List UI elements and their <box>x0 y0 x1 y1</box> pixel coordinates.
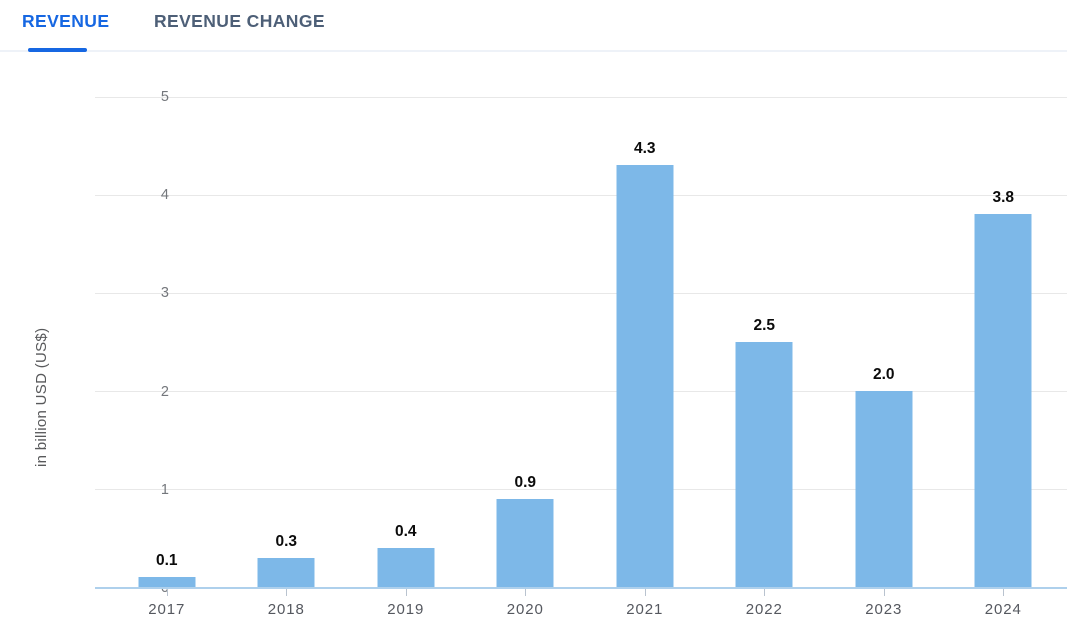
bar-2024[interactable] <box>974 213 1032 587</box>
bar-slot: 0.9 2020 <box>466 97 586 618</box>
y-axis-tick-label: 5 <box>160 89 169 105</box>
bar-value-label: 0.9 <box>514 473 537 491</box>
bar-slot: 0.3 2018 <box>227 97 347 618</box>
x-axis-label: 2017 <box>148 601 186 618</box>
gridline <box>95 489 1067 491</box>
bar-2021[interactable] <box>616 164 674 587</box>
y-axis-tick-label: 2 <box>160 383 169 400</box>
bar-2023[interactable] <box>855 390 913 587</box>
gridline <box>95 292 1067 294</box>
y-axis-tick-label: 4 <box>160 187 169 204</box>
bar-2017[interactable] <box>138 577 196 587</box>
y-axis-tick-label: 1 <box>160 481 169 498</box>
bar-slot: 3.8 2024 <box>944 97 1064 618</box>
bar-slot: 4.3 2021 <box>585 97 705 618</box>
x-axis-tick <box>644 589 646 596</box>
x-axis-tick <box>1003 589 1005 596</box>
bar-slot: 0.1 2017 <box>107 97 227 618</box>
bar-2019[interactable] <box>377 547 435 587</box>
tab-revenue-change[interactable]: REVENUE CHANGE <box>154 11 325 31</box>
bar-2018[interactable] <box>257 557 315 587</box>
bar-value-label: 2.0 <box>872 365 895 383</box>
x-axis-label: 2018 <box>267 601 305 618</box>
bar-slot: 2.5 2022 <box>705 97 825 618</box>
x-axis-label: 2019 <box>387 601 425 618</box>
bar-value-label: 0.4 <box>394 522 417 540</box>
active-tab-underline <box>28 48 87 52</box>
tab-divider <box>0 50 1067 52</box>
x-axis-label: 2021 <box>626 601 664 618</box>
bar-value-label: 4.3 <box>633 139 656 157</box>
x-axis-tick <box>286 589 288 596</box>
tab-revenue[interactable]: REVENUE <box>22 11 110 31</box>
x-axis-tick <box>166 589 168 596</box>
revenue-bar-chart: in billion USD (US$) 0123450.120170.3201… <box>0 50 1067 635</box>
y-axis-tick-label: 3 <box>160 285 169 302</box>
gridline <box>95 194 1067 196</box>
tab-bar: REVENUE REVENUE CHANGE <box>0 0 1067 52</box>
x-axis-label: 2020 <box>506 601 544 618</box>
x-axis-tick <box>405 589 407 596</box>
x-axis-tick <box>525 589 527 596</box>
plot-area: 0123450.120170.320180.420190.920204.3202… <box>95 89 1067 618</box>
bar-value-label: 0.3 <box>275 532 298 550</box>
x-axis-line <box>95 587 1067 589</box>
bar-2020[interactable] <box>496 498 554 587</box>
bar-2022[interactable] <box>735 341 793 587</box>
y-axis-title: in billion USD (US$) <box>33 327 50 467</box>
x-axis-label: 2022 <box>745 601 783 618</box>
x-axis-tick <box>764 589 766 596</box>
bar-slot: 2.0 2023 <box>824 97 944 618</box>
x-axis-label: 2024 <box>984 601 1022 618</box>
gridline <box>95 391 1067 393</box>
bar-value-label: 0.1 <box>155 552 178 570</box>
bar-value-label: 2.5 <box>753 316 776 334</box>
bar-value-label: 3.8 <box>992 188 1015 206</box>
x-axis-tick <box>883 589 885 596</box>
x-axis-label: 2023 <box>865 601 903 618</box>
bar-slot: 0.4 2019 <box>346 97 466 618</box>
gridline <box>95 96 1067 98</box>
